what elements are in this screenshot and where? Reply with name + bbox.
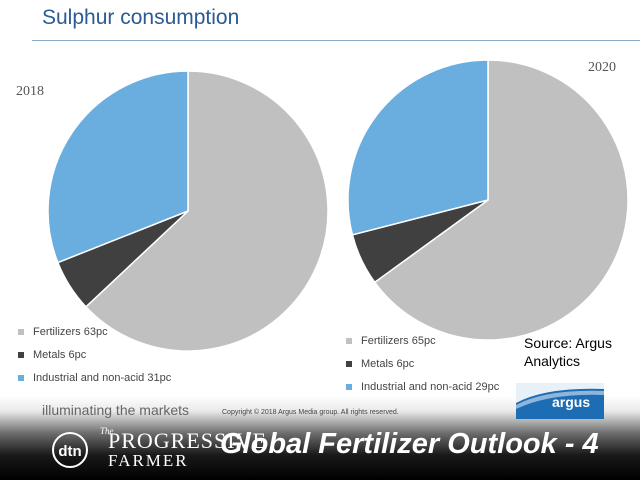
legend-label-industrial: Industrial and non-acid 31pc [33,371,172,384]
footer-title: Global Fertilizer Outlook - 4 [220,428,599,460]
pie-charts [47,59,629,352]
legend-item-fertilizers: Fertilizers 63pc [18,320,171,343]
pie-title-2018: 2018 [16,84,44,99]
pie-slice-fertilizers [373,59,629,341]
source-note: Source: Argus Analytics [524,335,612,369]
legend-item-industrial: Industrial and non-acid 31pc [18,366,171,389]
pie-slice-industrial [347,59,489,236]
legend-swatch-industrial [346,383,352,390]
pie-title-2020: 2020 [588,60,616,75]
legend-label-fertilizers: Fertilizers 65pc [361,334,436,347]
legend-swatch-fertilizers [346,337,352,344]
legend-label-industrial: Industrial and non-acid 29pc [361,380,500,393]
pf-logo-the: The [100,426,114,436]
pie-chart-2018 [47,70,329,352]
legend-item-metals: Metals 6pc [18,343,171,366]
page-title: Sulphur consumption [42,6,240,29]
tagline: illuminating the markets [42,402,190,418]
copyright-notice: Copyright © 2018 Argus Media group. All … [222,409,399,416]
legend-item-industrial: Industrial and non-acid 29pc [346,375,499,398]
legend-label-metals: Metals 6pc [33,348,87,361]
argus-wave-icon [516,383,604,409]
pie-slice-industrial [47,70,189,264]
dtn-logo-text: dtn [58,443,81,460]
legend-swatch-metals [346,360,352,367]
legend-swatch-metals [18,351,24,358]
legend-swatch-industrial [18,374,24,381]
argus-logo-text: argus [552,394,591,410]
legend-swatch-fertilizers [18,328,24,335]
legend-item-metals: Metals 6pc [346,352,499,375]
pie-slice-fertilizers [84,70,329,352]
legend-label-metals: Metals 6pc [361,357,415,370]
title-bar [32,0,640,41]
dtn-logo: dtn [52,432,88,468]
argus-logo: argus [516,383,604,419]
pf-logo-farmer: FARMER [108,451,189,470]
pf-logo-progressive: PROGRESSIVE [108,428,267,453]
legend-2018: Fertilizers 63pc Metals 6pc Industrial a… [18,320,171,389]
pie-chart-2020 [347,59,629,341]
legend-2020: Fertilizers 65pc Metals 6pc Industrial a… [346,329,499,398]
legend-label-fertilizers: Fertilizers 63pc [33,325,108,338]
legend-item-fertilizers: Fertilizers 65pc [346,329,499,352]
